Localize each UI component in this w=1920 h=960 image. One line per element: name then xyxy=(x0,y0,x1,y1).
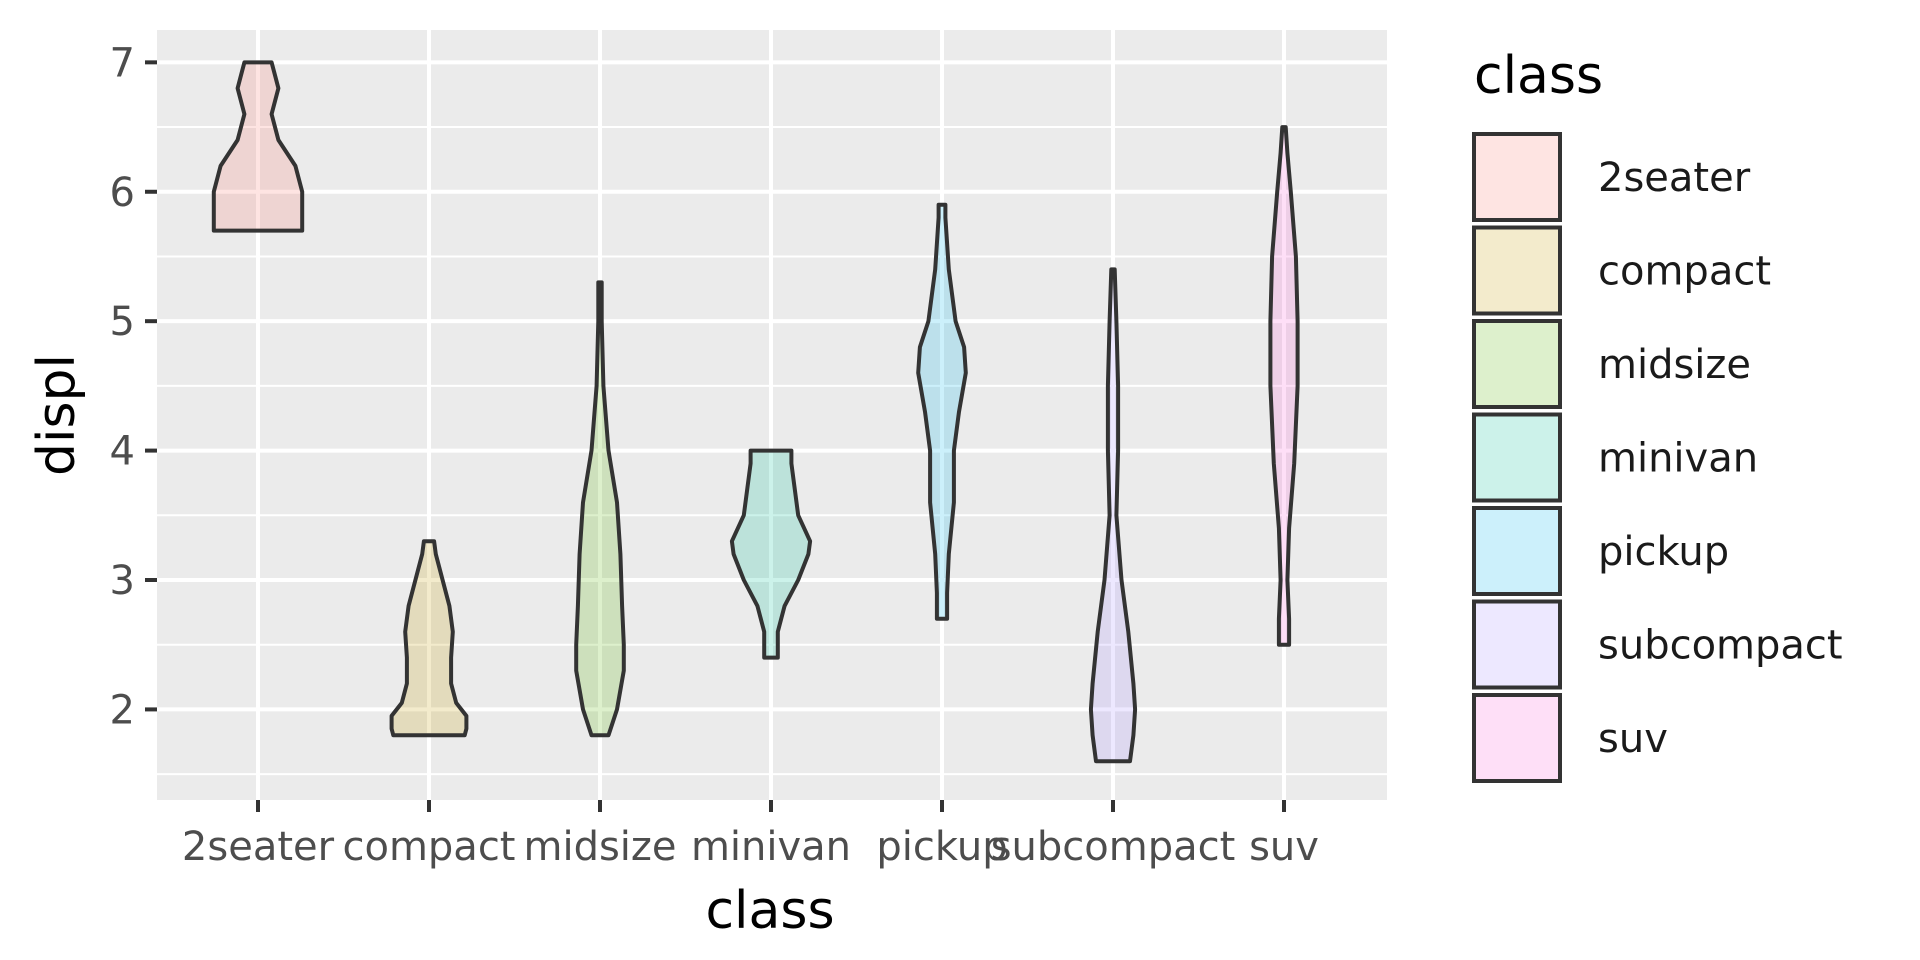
x-tick-label: suv xyxy=(1249,824,1319,870)
y-tick-label: 6 xyxy=(110,170,135,216)
x-tick-label: subcompact xyxy=(991,824,1236,870)
violin-midsize xyxy=(574,280,626,738)
y-tick-label: 2 xyxy=(110,687,135,733)
legend-label: midsize xyxy=(1598,342,1751,388)
y-axis: 2 3 4 5 6 7 xyxy=(110,40,157,733)
violin-compact xyxy=(389,539,469,738)
violin-minivan xyxy=(729,448,813,660)
legend-key-2seater xyxy=(1472,132,1562,222)
legend-key-minivan xyxy=(1472,412,1562,503)
x-tick-label: 2seater xyxy=(182,824,335,870)
legend-items: 2seater compact midsize minivan pickup subcom… xyxy=(1472,132,1843,783)
legend-label: pickup xyxy=(1598,529,1729,575)
violin-2seater xyxy=(211,60,305,233)
legend-key-subcompact xyxy=(1472,599,1562,690)
violin-suv xyxy=(1268,125,1300,647)
x-tick-label: compact xyxy=(342,824,515,870)
x-tick-label: midsize xyxy=(523,824,676,870)
legend-label: minivan xyxy=(1598,436,1758,482)
x-axis: 2seater compact midsize minivan pickupsubcom… xyxy=(182,800,1319,870)
y-tick-label: 5 xyxy=(110,299,135,345)
violin-subcompact xyxy=(1088,267,1138,764)
legend-label: subcompact xyxy=(1598,623,1843,669)
x-tick-label: minivan xyxy=(691,824,851,870)
x-axis-title: class xyxy=(705,881,834,941)
legend: class 2seater compact midsize minivan pickup… xyxy=(1472,46,1843,783)
x-tick-label: pickup xyxy=(876,824,1007,870)
y-tick-label: 4 xyxy=(110,429,135,475)
legend-label: 2seater xyxy=(1598,155,1751,201)
grid-major xyxy=(157,30,1387,800)
legend-key-suv xyxy=(1472,693,1562,783)
legend-label: compact xyxy=(1598,249,1771,295)
violin-pickup xyxy=(916,202,968,621)
y-tick-label: 3 xyxy=(110,558,135,604)
legend-key-compact xyxy=(1472,225,1562,316)
violins xyxy=(211,60,1300,764)
legend-title: class xyxy=(1474,46,1603,106)
legend-key-pickup xyxy=(1472,506,1562,596)
y-axis-title: displ xyxy=(27,354,87,476)
y-tick-label: 7 xyxy=(110,40,135,86)
legend-label: suv xyxy=(1598,716,1668,762)
legend-key-midsize xyxy=(1472,319,1562,409)
